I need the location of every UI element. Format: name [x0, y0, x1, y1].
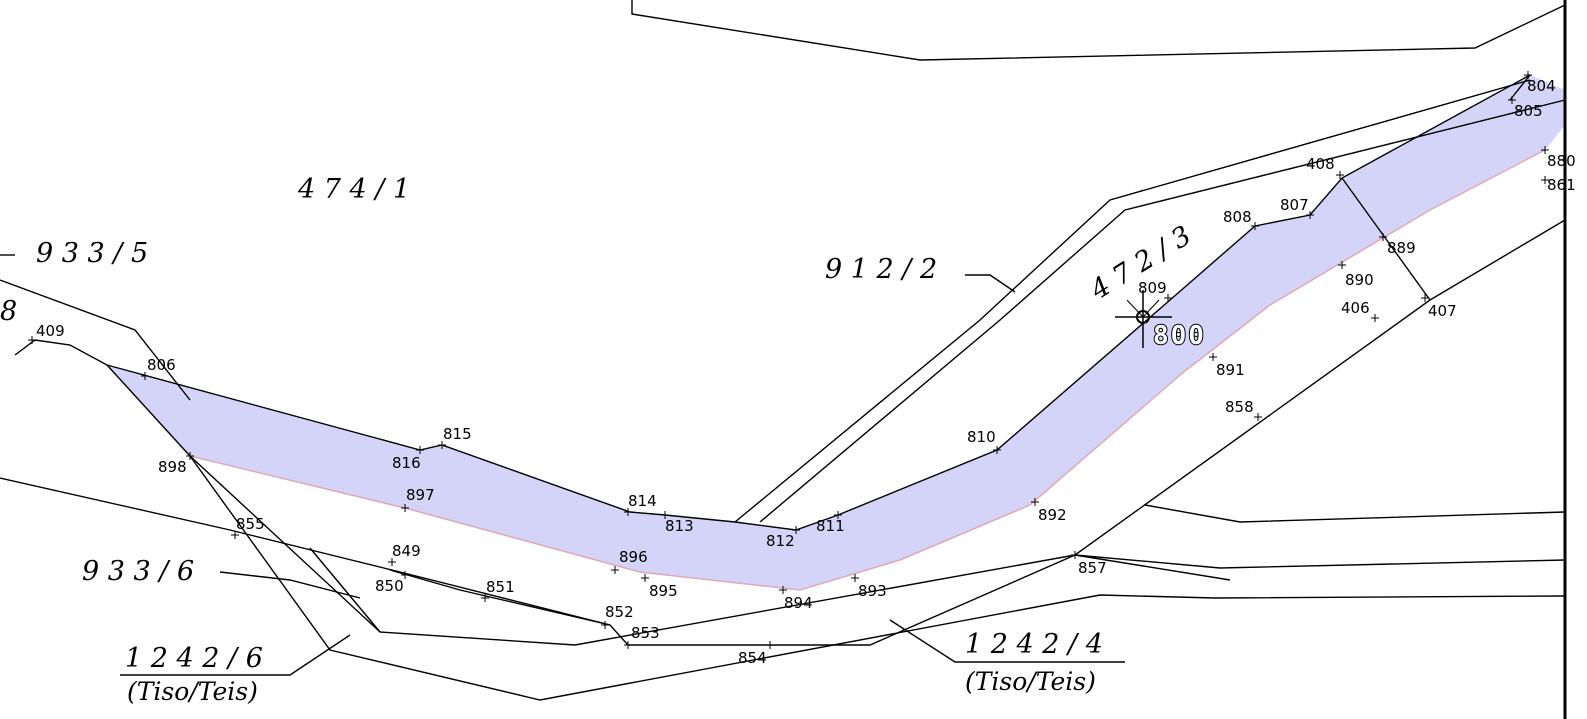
point-label: 890: [1345, 271, 1374, 289]
road-strip: [107, 75, 1565, 590]
point-label: 813: [665, 517, 694, 535]
point-marker-icon: [388, 558, 396, 566]
point-marker-icon: [792, 526, 800, 534]
point-marker-icon: [624, 641, 632, 649]
point-marker-icon: [779, 586, 787, 594]
point-label: 805: [1514, 102, 1543, 120]
point-label: 810: [967, 428, 996, 446]
survey-points: 409 806 898 816 815 897 855 849 850 851 852 853 854 8…: [28, 71, 1576, 667]
road-edge-south: [189, 149, 1546, 591]
point-marker-icon: [1421, 294, 1429, 302]
point-label: 896: [619, 548, 648, 566]
point-label: 898: [158, 458, 187, 476]
point-label: 809: [1138, 279, 1167, 297]
point-label: 408: [1306, 155, 1335, 173]
parcel-label-8: 8: [0, 296, 17, 327]
point-label: 854: [738, 649, 767, 667]
point-marker-icon: [611, 566, 619, 574]
parcel-sublabel-1242-4: (Tiso/Teis): [965, 667, 1096, 696]
point-label: 891: [1216, 361, 1245, 379]
point-marker-icon: [401, 571, 409, 579]
point-marker-icon: [438, 441, 446, 449]
point-label: 852: [605, 603, 634, 621]
survey-station-icon: [1115, 290, 1172, 348]
road-edge-north: [106, 74, 1531, 531]
point-marker-icon: [1164, 294, 1172, 302]
point-label: 814: [628, 492, 657, 510]
point-label: 855: [236, 515, 265, 533]
parcel-label-474-1: 4 7 4 / 1: [297, 174, 410, 205]
point-marker-icon: [661, 511, 669, 519]
point-label: 808: [1223, 208, 1252, 226]
point-marker-icon: [1336, 171, 1344, 179]
point-marker-icon: [141, 372, 149, 380]
point-marker-icon: [601, 621, 609, 629]
point-marker-icon: [231, 531, 239, 539]
point-marker-icon: [1524, 71, 1532, 79]
leader-lines: [120, 274, 1125, 676]
point-label: 851: [486, 578, 515, 596]
point-label: 807: [1280, 196, 1309, 214]
point-marker-icon: [1541, 146, 1549, 154]
point-marker-icon: [1508, 96, 1516, 104]
point-label: 850: [375, 577, 404, 595]
parcel-label-1242-4: 1 2 4 2 / 4: [965, 629, 1103, 660]
point-marker-icon: [1338, 261, 1346, 269]
point-label: 861: [1547, 176, 1576, 194]
point-marker-icon: [1031, 498, 1039, 506]
point-label: 892: [1038, 506, 1067, 524]
point-marker-icon: [1071, 551, 1079, 559]
point-marker-icon: [401, 504, 409, 512]
point-marker-icon: [993, 446, 1001, 454]
point-label: 889: [1387, 239, 1416, 257]
point-marker-icon: [1254, 413, 1262, 421]
point-label: 815: [443, 425, 472, 443]
point-marker-icon: [28, 336, 36, 344]
point-marker-icon: [834, 511, 842, 519]
point-label: 893: [858, 582, 887, 600]
point-marker-icon: [1379, 233, 1387, 241]
parcel-label-1242-6: 1 2 4 2 / 6: [125, 643, 263, 674]
point-marker-icon: [186, 452, 194, 460]
point-label: 409: [36, 322, 65, 340]
point-label: 804: [1527, 77, 1556, 95]
point-marker-icon: [624, 508, 632, 516]
point-label: 806: [147, 356, 176, 374]
point-marker-icon: [1541, 176, 1549, 184]
point-label: 816: [392, 454, 421, 472]
point-label: 880: [1547, 152, 1576, 170]
point-label: 897: [406, 486, 435, 504]
point-marker-icon: [641, 574, 649, 582]
point-label: 407: [1428, 302, 1457, 320]
point-label: 812: [766, 532, 795, 550]
parcel-label-912-2: 9 1 2 / 2: [825, 254, 937, 285]
point-marker-icon: [1251, 222, 1259, 230]
point-label: 894: [784, 594, 813, 612]
parcel-sublabel-1242-6: (Tiso/Teis): [127, 677, 258, 706]
parcel-label-933-6: 9 3 3 / 6: [82, 556, 194, 587]
point-marker-icon: [766, 641, 774, 649]
point-label: 857: [1078, 559, 1107, 577]
point-label: 853: [631, 624, 660, 642]
point-marker-icon: [851, 574, 859, 582]
point-marker-icon: [1306, 211, 1314, 219]
point-label: 406: [1341, 299, 1370, 317]
point-marker-icon: [481, 594, 489, 602]
parcel-label-933-5: 9 3 3 / 5: [36, 238, 148, 269]
point-label: 849: [392, 542, 421, 560]
point-marker-icon: [1209, 353, 1217, 361]
point-marker-icon: [1371, 314, 1379, 322]
station-label: 800: [1153, 321, 1206, 351]
point-marker-icon: [416, 446, 424, 454]
point-label: 895: [649, 582, 678, 600]
point-label: 858: [1225, 398, 1254, 416]
point-label: 811: [816, 517, 845, 535]
